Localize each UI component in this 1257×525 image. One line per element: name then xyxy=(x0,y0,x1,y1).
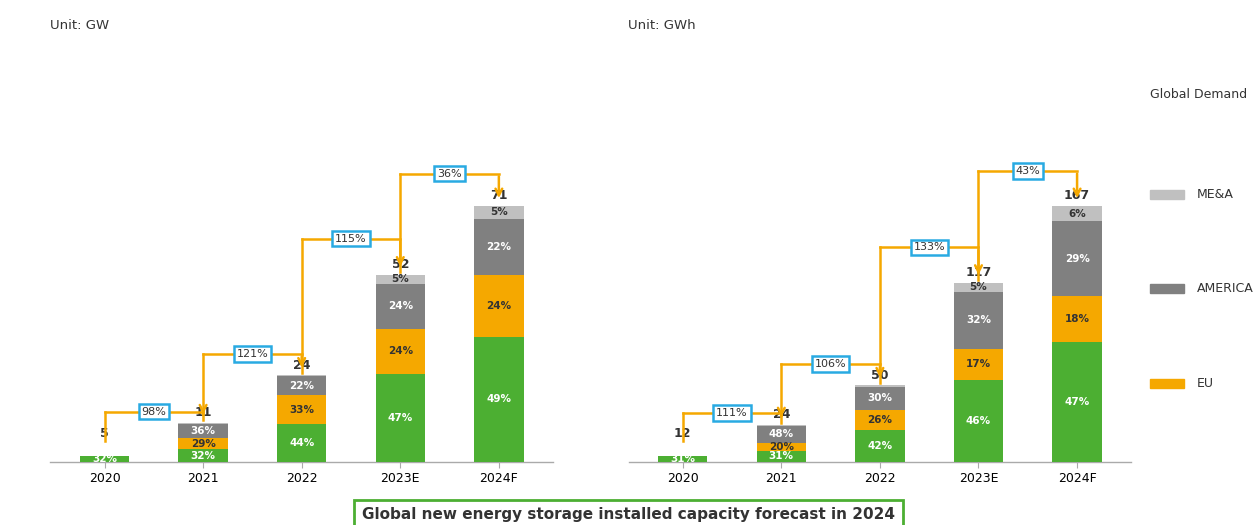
Text: Global new energy storage installed capacity forecast in 2024: Global new energy storage installed capa… xyxy=(362,507,895,522)
Text: 98%: 98% xyxy=(141,406,166,416)
Text: 71: 71 xyxy=(490,189,508,202)
Text: 17%: 17% xyxy=(965,359,991,369)
Text: 26%: 26% xyxy=(867,415,892,425)
Bar xyxy=(474,337,523,462)
Text: 31%: 31% xyxy=(670,454,695,464)
Bar xyxy=(954,282,1003,292)
Bar xyxy=(954,349,1003,380)
Bar xyxy=(376,275,425,284)
Text: 24%: 24% xyxy=(387,346,412,356)
Text: 5: 5 xyxy=(101,427,109,440)
Text: 47%: 47% xyxy=(1065,397,1090,407)
Bar xyxy=(757,426,806,443)
Text: 31%: 31% xyxy=(769,452,794,461)
Text: 18%: 18% xyxy=(1065,313,1090,324)
Bar xyxy=(277,395,327,424)
Bar xyxy=(1052,206,1101,222)
Bar xyxy=(474,206,523,219)
Bar xyxy=(178,424,228,438)
Bar xyxy=(277,375,327,376)
Text: 6%: 6% xyxy=(1068,209,1086,219)
Bar xyxy=(757,443,806,450)
Text: 24: 24 xyxy=(773,408,791,422)
Text: 5%: 5% xyxy=(969,282,987,292)
Bar xyxy=(474,219,523,275)
Text: 29%: 29% xyxy=(191,438,215,448)
Text: 36%: 36% xyxy=(437,169,461,178)
Bar xyxy=(855,410,905,430)
Text: 32%: 32% xyxy=(92,454,117,464)
Text: 5%: 5% xyxy=(490,207,508,217)
Text: EU: EU xyxy=(1197,377,1214,390)
Text: Unit: GWh: Unit: GWh xyxy=(628,19,696,32)
Text: 32%: 32% xyxy=(191,450,216,460)
Text: 11: 11 xyxy=(195,405,212,418)
Text: 22%: 22% xyxy=(486,242,512,252)
Bar xyxy=(178,438,228,449)
Text: 49%: 49% xyxy=(486,394,512,404)
Text: 50: 50 xyxy=(871,369,889,382)
Text: Unit: GW: Unit: GW xyxy=(50,19,109,32)
Text: 24%: 24% xyxy=(387,301,412,311)
Text: 43%: 43% xyxy=(1016,166,1040,176)
Bar xyxy=(178,449,228,462)
Text: 20%: 20% xyxy=(769,442,794,452)
Bar xyxy=(376,374,425,462)
Text: 133%: 133% xyxy=(914,243,945,253)
Text: 36%: 36% xyxy=(191,426,216,436)
Text: 29%: 29% xyxy=(1065,254,1090,264)
Bar xyxy=(376,284,425,329)
Bar xyxy=(178,423,228,424)
Bar xyxy=(954,380,1003,462)
Bar xyxy=(80,456,129,462)
Text: 46%: 46% xyxy=(965,416,991,426)
Bar xyxy=(855,430,905,462)
Text: 30%: 30% xyxy=(867,393,892,403)
Bar xyxy=(1052,296,1101,342)
Text: 24: 24 xyxy=(293,359,310,372)
Bar xyxy=(855,387,905,410)
Text: 33%: 33% xyxy=(289,405,314,415)
Text: 5%: 5% xyxy=(391,274,409,284)
Text: 12: 12 xyxy=(674,427,691,440)
Bar xyxy=(376,329,425,374)
Bar xyxy=(757,450,806,462)
Bar xyxy=(659,456,708,462)
Bar xyxy=(474,275,523,337)
Text: 22%: 22% xyxy=(289,381,314,391)
Text: 42%: 42% xyxy=(867,441,892,451)
Text: 111%: 111% xyxy=(716,408,748,418)
Text: 121%: 121% xyxy=(236,349,268,359)
Text: 167: 167 xyxy=(1063,189,1090,202)
Bar xyxy=(1052,342,1101,462)
Text: 44%: 44% xyxy=(289,438,314,448)
Text: 117: 117 xyxy=(965,266,992,279)
Text: 47%: 47% xyxy=(387,413,412,423)
Bar xyxy=(954,292,1003,349)
Bar xyxy=(277,424,327,462)
Text: Global Demand: Global Demand xyxy=(1150,88,1247,101)
Bar xyxy=(855,385,905,387)
Text: 115%: 115% xyxy=(336,234,367,244)
Text: 24%: 24% xyxy=(486,301,512,311)
Text: AMERICA: AMERICA xyxy=(1197,282,1253,295)
Text: 48%: 48% xyxy=(769,429,794,439)
Text: ME&A: ME&A xyxy=(1197,188,1233,201)
Text: 52: 52 xyxy=(391,258,409,271)
Bar xyxy=(277,376,327,395)
Bar xyxy=(1052,222,1101,296)
Text: 106%: 106% xyxy=(815,359,846,369)
Text: 32%: 32% xyxy=(965,316,991,326)
